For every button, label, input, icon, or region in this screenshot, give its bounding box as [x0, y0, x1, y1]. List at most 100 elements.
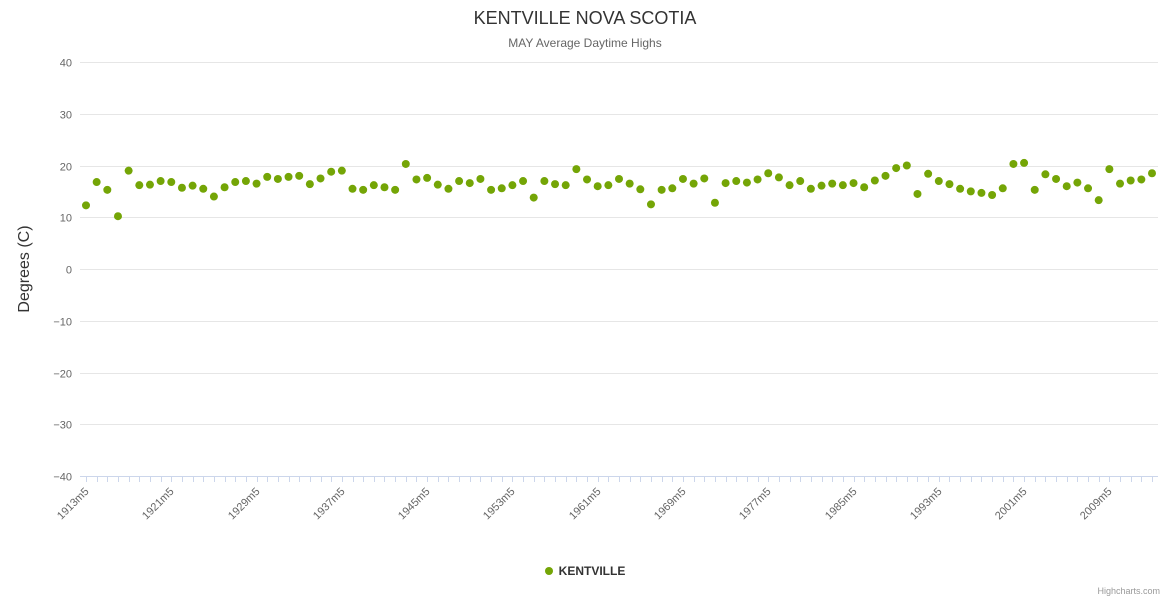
- data-point[interactable]: [401, 159, 410, 168]
- data-point[interactable]: [764, 169, 773, 178]
- data-point[interactable]: [924, 169, 933, 178]
- data-point[interactable]: [305, 180, 314, 189]
- data-point[interactable]: [572, 165, 581, 174]
- data-point[interactable]: [540, 177, 549, 186]
- data-point[interactable]: [700, 174, 709, 183]
- data-point[interactable]: [1094, 196, 1103, 205]
- data-point[interactable]: [423, 173, 432, 182]
- data-point[interactable]: [796, 177, 805, 186]
- data-point[interactable]: [849, 179, 858, 188]
- data-point[interactable]: [561, 181, 570, 190]
- data-point[interactable]: [838, 181, 847, 190]
- data-point[interactable]: [1105, 165, 1114, 174]
- data-point[interactable]: [774, 173, 783, 182]
- data-point[interactable]: [412, 175, 421, 184]
- data-point[interactable]: [988, 190, 997, 199]
- data-point[interactable]: [828, 179, 837, 188]
- data-point[interactable]: [902, 161, 911, 170]
- data-point[interactable]: [1009, 159, 1018, 168]
- data-point[interactable]: [668, 184, 677, 193]
- data-point[interactable]: [945, 180, 954, 189]
- data-point[interactable]: [753, 175, 762, 184]
- data-point[interactable]: [646, 200, 655, 209]
- data-point[interactable]: [1126, 176, 1135, 185]
- data-point[interactable]: [529, 193, 538, 202]
- data-point[interactable]: [636, 185, 645, 194]
- data-point[interactable]: [199, 184, 208, 193]
- data-point[interactable]: [742, 178, 751, 187]
- data-point[interactable]: [583, 175, 592, 184]
- data-point[interactable]: [284, 172, 293, 181]
- data-point[interactable]: [657, 185, 666, 194]
- data-point[interactable]: [710, 198, 719, 207]
- data-point[interactable]: [465, 179, 474, 188]
- data-point[interactable]: [167, 178, 176, 187]
- data-point[interactable]: [934, 177, 943, 186]
- data-point[interactable]: [359, 185, 368, 194]
- data-point[interactable]: [177, 183, 186, 192]
- data-point[interactable]: [508, 181, 517, 190]
- data-point[interactable]: [337, 166, 346, 175]
- data-point[interactable]: [1062, 182, 1071, 191]
- data-point[interactable]: [625, 179, 634, 188]
- data-point[interactable]: [316, 174, 325, 183]
- data-point[interactable]: [913, 189, 922, 198]
- data-point[interactable]: [519, 177, 528, 186]
- data-point[interactable]: [156, 177, 165, 186]
- data-point[interactable]: [806, 184, 815, 193]
- data-point[interactable]: [604, 181, 613, 190]
- data-point[interactable]: [1073, 178, 1082, 187]
- data-point[interactable]: [551, 180, 560, 189]
- data-point[interactable]: [1148, 169, 1156, 178]
- data-point[interactable]: [593, 182, 602, 191]
- data-point[interactable]: [188, 181, 197, 190]
- data-point[interactable]: [892, 164, 901, 173]
- data-point[interactable]: [1137, 175, 1146, 184]
- data-point[interactable]: [689, 179, 698, 188]
- data-point[interactable]: [327, 167, 336, 176]
- data-point[interactable]: [732, 177, 741, 186]
- data-point[interactable]: [241, 177, 250, 186]
- data-point[interactable]: [721, 179, 730, 188]
- data-point[interactable]: [444, 184, 453, 193]
- data-point[interactable]: [273, 174, 282, 183]
- data-point[interactable]: [1116, 179, 1125, 188]
- data-point[interactable]: [977, 188, 986, 197]
- data-point[interactable]: [1020, 158, 1029, 167]
- data-point[interactable]: [369, 181, 378, 190]
- data-point[interactable]: [113, 212, 122, 221]
- data-point[interactable]: [380, 183, 389, 192]
- data-point[interactable]: [881, 171, 890, 180]
- data-point[interactable]: [391, 185, 400, 194]
- data-point[interactable]: [785, 181, 794, 190]
- data-point[interactable]: [263, 172, 272, 181]
- data-point[interactable]: [956, 184, 965, 193]
- data-point[interactable]: [295, 171, 304, 180]
- data-point[interactable]: [817, 181, 826, 190]
- data-point[interactable]: [497, 184, 506, 193]
- data-point[interactable]: [433, 180, 442, 189]
- data-point[interactable]: [145, 180, 154, 189]
- data-point[interactable]: [998, 184, 1007, 193]
- data-point[interactable]: [476, 174, 485, 183]
- data-point[interactable]: [1052, 174, 1061, 183]
- data-point[interactable]: [455, 177, 464, 186]
- data-point[interactable]: [678, 174, 687, 183]
- data-point[interactable]: [135, 181, 144, 190]
- data-point[interactable]: [348, 184, 357, 193]
- data-point[interactable]: [92, 178, 101, 187]
- data-point[interactable]: [209, 192, 218, 201]
- highcharts-credit[interactable]: Highcharts.com: [1097, 586, 1160, 596]
- data-point[interactable]: [231, 178, 240, 187]
- data-point[interactable]: [82, 201, 90, 210]
- data-point[interactable]: [1030, 185, 1039, 194]
- data-point[interactable]: [487, 185, 496, 194]
- data-point[interactable]: [1041, 170, 1050, 179]
- data-point[interactable]: [103, 185, 112, 194]
- data-point[interactable]: [1084, 184, 1093, 193]
- data-point[interactable]: [220, 183, 229, 192]
- data-point[interactable]: [966, 187, 975, 196]
- legend-item-kentville[interactable]: KENTVILLE: [0, 564, 1170, 578]
- data-point[interactable]: [252, 179, 261, 188]
- data-point[interactable]: [615, 174, 623, 183]
